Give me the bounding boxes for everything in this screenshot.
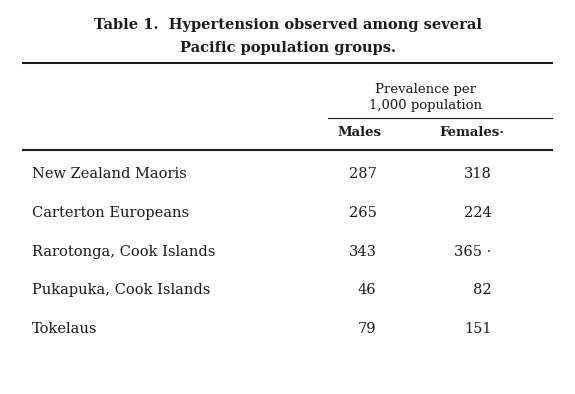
Text: 318: 318: [464, 167, 492, 182]
Text: 151: 151: [464, 322, 492, 336]
Text: 365 ·: 365 ·: [454, 245, 492, 259]
Text: Tokelaus: Tokelaus: [32, 322, 97, 336]
Text: New Zealand Maoris: New Zealand Maoris: [32, 167, 186, 182]
Text: 343: 343: [348, 245, 377, 259]
Text: Rarotonga, Cook Islands: Rarotonga, Cook Islands: [32, 245, 215, 259]
Text: Carterton Europeans: Carterton Europeans: [32, 206, 189, 220]
Text: Females·: Females·: [439, 126, 504, 139]
Text: Pacific population groups.: Pacific population groups.: [179, 41, 396, 56]
Text: Prevalence per
1,000 population: Prevalence per 1,000 population: [369, 83, 482, 112]
Text: 265: 265: [349, 206, 377, 220]
Text: 46: 46: [358, 283, 377, 297]
Text: 79: 79: [358, 322, 377, 336]
Text: Pukapuka, Cook Islands: Pukapuka, Cook Islands: [32, 283, 210, 297]
Text: 287: 287: [349, 167, 377, 182]
Text: Males: Males: [338, 126, 381, 139]
Text: Table 1.  Hypertension observed among several: Table 1. Hypertension observed among sev…: [94, 18, 481, 32]
Text: 82: 82: [473, 283, 492, 297]
Text: 224: 224: [464, 206, 492, 220]
